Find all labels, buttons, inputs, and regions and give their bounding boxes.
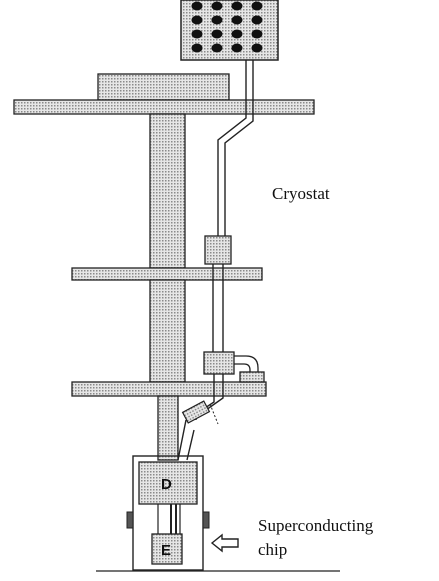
lower-cable-fitting: [203, 351, 235, 375]
connector-pin: [211, 43, 223, 53]
connector-pin: [231, 1, 243, 11]
cable: [177, 60, 254, 461]
top-cap-block: [97, 73, 230, 101]
connector-pin: [211, 15, 223, 25]
connector-pin: [191, 15, 203, 25]
top-plate: [13, 99, 315, 115]
connector-pin: [251, 29, 263, 39]
box-e-letter: E: [161, 542, 171, 559]
right-clamp: [202, 511, 210, 529]
side-elbow-connector: [234, 355, 265, 383]
connector-pin: [191, 29, 203, 39]
d-to-e-wires: [157, 504, 181, 534]
box-e: [151, 533, 183, 565]
central-column-lower: [149, 279, 186, 383]
connector-pin: [251, 15, 263, 25]
left-arrow-icon: [210, 533, 239, 553]
connector-pin: [251, 43, 263, 53]
central-column-stub: [157, 395, 179, 461]
connector-pin: [211, 29, 223, 39]
chip-label-line1: Superconducting: [258, 516, 374, 535]
cryostat-label: Cryostat: [272, 184, 330, 203]
connector-pin: [231, 29, 243, 39]
connector-pin: [251, 1, 263, 11]
box-d-letter: D: [161, 476, 172, 493]
dashed-lead: [209, 403, 219, 425]
bottom-plate: [71, 381, 267, 397]
upper-cable-fitting: [204, 235, 232, 265]
box-d: [138, 461, 198, 505]
connector-box: [180, 0, 279, 61]
tilted-block: [181, 400, 211, 424]
connector-pin: [191, 1, 203, 11]
chip-label-line2: chip: [258, 540, 288, 559]
connector-pins: [191, 1, 263, 53]
connector-pin: [231, 15, 243, 25]
chip-label: Superconducting chip: [258, 514, 418, 562]
middle-plate: [71, 267, 263, 281]
connector-pin: [211, 1, 223, 11]
connector-pin: [191, 43, 203, 53]
connector-pin: [231, 43, 243, 53]
central-column: [149, 113, 186, 269]
left-clamp: [126, 511, 134, 529]
